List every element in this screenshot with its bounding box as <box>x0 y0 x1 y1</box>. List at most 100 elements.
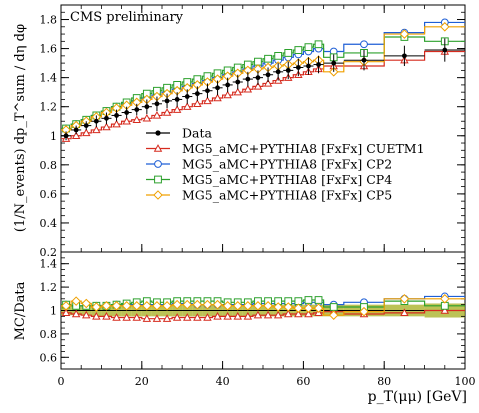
ratio-series-1-point <box>400 308 409 317</box>
ratio-series-4-point <box>212 299 223 310</box>
plot-title: CMS preliminary <box>70 10 184 25</box>
main-series-4-point <box>440 22 450 32</box>
data-point <box>331 60 337 66</box>
ratio-series-4-point <box>232 301 243 311</box>
x-tick-label: 0 <box>58 375 65 388</box>
main-series-3-point <box>142 89 151 98</box>
ratio-series-1-point <box>172 313 182 321</box>
ratio-series-layer <box>61 292 465 322</box>
data-point <box>295 65 301 70</box>
main-series-3-point <box>193 75 202 83</box>
ratio-series-1-point <box>284 309 293 318</box>
main-series-1-point <box>132 115 141 124</box>
x-tick-label: 100 <box>455 375 476 388</box>
ratio-series-3-point <box>274 297 283 306</box>
ratio-series-4-point <box>283 302 294 312</box>
ratio-series-3-point <box>314 296 323 304</box>
main-y-tick-label: 1.4 <box>40 72 58 85</box>
ratio-series-1-point <box>142 314 152 322</box>
ratio-series-4-point <box>162 301 172 311</box>
main-series-3-point <box>254 57 262 66</box>
data-point <box>134 107 140 113</box>
main-y-tick-label: 1 <box>50 130 57 143</box>
data-point <box>275 69 281 75</box>
main-y-tick-label: 0.4 <box>40 217 58 230</box>
main-series-1-point <box>142 113 152 122</box>
main-series-1-point <box>223 90 232 99</box>
x-tick-labels: 0 20 40 60 80 100 <box>58 375 476 388</box>
data-point <box>255 75 261 81</box>
data-point <box>306 63 311 69</box>
ratio-y-tick-label: 0.8 <box>40 328 58 341</box>
main-series-3-point <box>223 66 232 75</box>
ratio-series-1-point <box>162 314 172 322</box>
main-plot-frame <box>60 4 466 253</box>
data-point <box>285 67 291 73</box>
ratio-series-1-point <box>243 311 253 320</box>
main-series-3-point <box>264 54 272 63</box>
ratio-series-4-point <box>131 301 142 311</box>
main-series-3-point <box>173 81 182 89</box>
main-series-1-point <box>172 105 182 113</box>
ratio-y-tick-label: 1.4 <box>40 258 58 271</box>
ratio-series-4-point <box>303 303 314 313</box>
data-point <box>144 104 150 110</box>
main-y-tick-label: 0.6 <box>40 188 58 201</box>
data-point <box>154 101 160 107</box>
main-series-1-point <box>193 99 202 108</box>
ratio-series-4-point <box>111 301 122 311</box>
ratio-series-1-point <box>263 310 273 319</box>
data-point <box>442 47 448 53</box>
ratio-y-ticks <box>61 251 465 370</box>
data-point <box>265 72 271 78</box>
data-point <box>402 53 407 59</box>
main-series-1-point <box>243 84 253 93</box>
ratio-series-4-point <box>328 310 339 320</box>
data-point <box>235 79 241 85</box>
main-y-tick-labels: 0.2 0.4 0.6 0.8 1 1.2 1.4 1.6 1.8 <box>40 14 58 259</box>
ratio-series-1-point <box>92 311 101 320</box>
data-point <box>361 57 367 63</box>
ratio-series-4-point <box>222 301 233 311</box>
ratio-y-axis-label: MC/Data <box>13 281 28 340</box>
ratio-series-1-point <box>193 313 202 321</box>
main-series-2-point <box>360 40 368 49</box>
main-series-3-point <box>314 40 323 49</box>
x-tick-label: 20 <box>135 375 149 388</box>
main-series-3-point <box>153 86 161 95</box>
ratio-series-4-point <box>293 303 304 313</box>
ratio-series-1-point <box>273 310 283 319</box>
main-series-3-point <box>233 63 242 72</box>
ratio-series-4-point <box>243 301 253 311</box>
ratio-series-3-point <box>329 303 338 311</box>
ratio-series-4-point <box>71 296 81 306</box>
ratio-series-4-point <box>192 299 203 310</box>
main-series-1-point <box>203 96 212 105</box>
ratio-series-1-point <box>183 313 192 321</box>
legend-label: MG5_aMC+PYTHIA8 [FxFx] CP4 <box>182 172 392 187</box>
main-y-tick-label: 1.8 <box>40 14 58 27</box>
ratio-series-3-point <box>294 297 303 306</box>
ratio-series-4-point <box>359 306 369 317</box>
x-axis-label: p_T(μμ) [GeV] <box>368 389 467 405</box>
ratio-series-1-point <box>213 311 222 320</box>
ratio-series-1-point <box>112 313 121 321</box>
main-series-1-point <box>112 119 121 128</box>
main-series-4-point <box>399 29 410 39</box>
data-point <box>205 88 210 94</box>
ratio-series-4-point <box>101 301 112 311</box>
main-series-1-point <box>213 93 222 102</box>
ratio-series-4-point <box>263 301 273 311</box>
main-series-1-point <box>152 110 162 119</box>
ratio-series-3-point <box>304 296 313 304</box>
legend-marker <box>154 160 162 168</box>
ratio-series-4-point <box>121 301 132 311</box>
ratio-y-tick-label: 0.6 <box>40 351 58 364</box>
ratio-series-1-point <box>294 309 303 318</box>
main-y-tick-label: 1.2 <box>40 101 58 114</box>
data-point <box>93 118 99 124</box>
ratio-y-tick-label: 1 <box>50 305 57 318</box>
ratio-series-4-point <box>313 303 324 313</box>
ratio-series-4-point <box>273 302 283 312</box>
